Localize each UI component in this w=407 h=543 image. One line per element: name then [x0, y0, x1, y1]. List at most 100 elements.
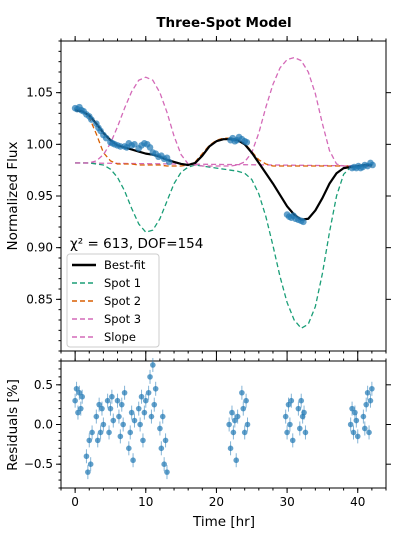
residual-point	[109, 393, 115, 400]
residual-point	[244, 421, 251, 428]
residual-point	[150, 362, 156, 368]
residual-point	[157, 425, 163, 432]
model-curves	[74, 56, 372, 329]
residual-point	[97, 429, 104, 436]
flux-observation-point	[131, 141, 138, 148]
residual-point	[366, 429, 372, 436]
residual-point	[301, 409, 307, 416]
residual-point	[364, 389, 371, 396]
flux-y-tick-label: 0.85	[26, 292, 53, 306]
residual-point	[138, 393, 145, 400]
x-tick-label: 0	[71, 495, 79, 509]
residuals-panel: −0.5 0.0 0.5 0 10 20 30 40	[24, 36, 391, 509]
residual-point	[288, 397, 295, 404]
residual-point	[145, 389, 152, 396]
residual-point	[354, 433, 361, 440]
legend-label: Slope	[104, 330, 136, 344]
chart-title: Three-Spot Model	[156, 15, 291, 31]
residuals-panel-frame	[60, 360, 387, 489]
flux-observation-point	[369, 161, 376, 169]
residual-points	[72, 357, 375, 480]
residual-point	[289, 437, 296, 444]
residuals-y-tick-label: −0.5	[24, 457, 53, 471]
flux-observation-point	[88, 116, 95, 123]
residual-point	[100, 421, 107, 428]
legend-box	[66, 253, 160, 348]
residual-point	[89, 429, 95, 436]
residual-point	[107, 405, 114, 412]
residual-point	[99, 405, 105, 412]
residual-point	[295, 405, 302, 412]
residual-point	[140, 437, 146, 444]
residual-point	[298, 397, 305, 404]
flux-observation-point	[243, 138, 251, 146]
residual-point	[130, 457, 136, 464]
residual-point	[161, 461, 167, 467]
curve-spot-3	[75, 56, 372, 167]
residual-point	[126, 445, 132, 452]
residual-point	[128, 409, 135, 416]
residual-point	[83, 453, 90, 460]
residual-point	[241, 429, 248, 436]
x-tick-label: 40	[350, 495, 365, 509]
flux-y-tick-label: 0.90	[26, 241, 53, 255]
residual-point	[230, 429, 237, 436]
residual-point	[243, 397, 249, 404]
residual-point	[363, 401, 370, 408]
residual-point	[141, 409, 148, 416]
flux-observation-point	[146, 144, 154, 151]
residual-point	[106, 429, 112, 436]
residual-point	[158, 445, 165, 452]
residual-point	[162, 437, 169, 444]
residual-point	[240, 405, 247, 412]
residual-point	[227, 445, 234, 452]
flux-observation-point	[300, 218, 307, 226]
residual-point	[76, 389, 83, 396]
residual-point	[85, 469, 91, 475]
residual-point	[131, 417, 138, 424]
time-x-label: Time [hr]	[192, 514, 255, 530]
x-tick-label: 30	[279, 495, 294, 509]
residual-point	[116, 413, 122, 420]
legend: Best-fit Spot 1 Spot 2 Spot 3 Slope	[66, 253, 160, 348]
residual-point	[362, 425, 368, 432]
curve-spot-2	[75, 108, 372, 167]
residual-point	[229, 409, 235, 416]
residual-point	[284, 429, 290, 436]
residual-point	[135, 405, 142, 412]
residual-point	[302, 429, 309, 436]
residual-point	[114, 397, 121, 404]
curve-spot-1	[75, 162, 372, 329]
flux-y-ticks: 0.85 0.90 0.95 1.00 1.05	[26, 40, 391, 352]
residuals-y-tick-label: 0.0	[34, 418, 53, 432]
residual-point	[152, 385, 159, 392]
residual-point	[226, 421, 232, 428]
residual-point	[93, 413, 100, 420]
residual-point	[164, 469, 170, 475]
residuals-y-label: Residuals [%]	[5, 379, 21, 471]
residual-point	[148, 413, 155, 420]
residual-point	[118, 401, 125, 408]
residual-point	[75, 409, 81, 416]
residual-point	[147, 374, 153, 380]
residual-point	[127, 429, 134, 436]
flux-observation-point	[102, 134, 110, 142]
residual-point	[96, 401, 102, 408]
residual-point	[73, 385, 80, 392]
flux-observations	[71, 103, 376, 226]
flux-observation-point	[165, 158, 173, 166]
legend-label: Spot 3	[104, 312, 141, 326]
chi2-annotation: χ² = 613, DOF=154	[70, 236, 203, 252]
residual-point	[297, 425, 303, 432]
legend-label: Spot 1	[104, 276, 141, 290]
flux-y-tick-label: 1.05	[26, 86, 53, 100]
residual-point	[352, 409, 358, 416]
residual-point	[94, 437, 101, 444]
residual-point	[159, 413, 166, 420]
residual-point	[142, 397, 149, 404]
residual-point	[151, 401, 158, 408]
residual-point	[137, 421, 143, 428]
flux-y-tick-label: 1.00	[26, 137, 53, 151]
legend-label: Best-fit	[104, 258, 146, 272]
